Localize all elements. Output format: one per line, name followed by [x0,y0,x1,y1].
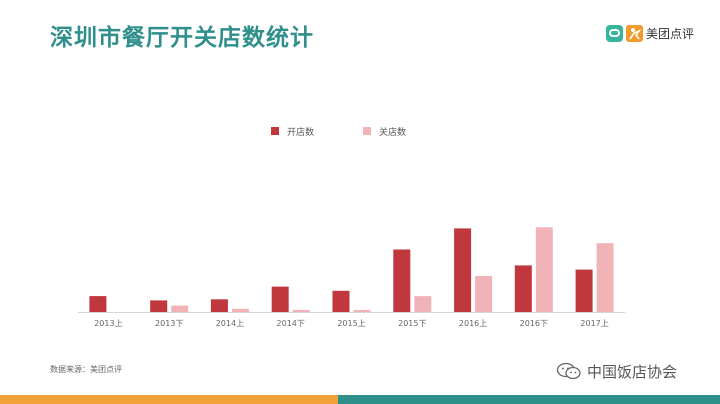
meituan-badge-icon [606,24,623,42]
bar-close-8 [596,243,614,312]
bar-close-2 [231,308,249,312]
x-tick-label: 2014下 [277,319,305,328]
wechat-icon [556,362,581,380]
x-tick-label: 2015上 [337,319,365,328]
footer-stripe-left [0,395,338,404]
x-tick-label: 2013上 [94,319,122,328]
x-tick-label: 2016上 [459,319,487,328]
footer-stripe-right [338,395,720,404]
bar-close-6 [475,276,493,312]
bar-open-0 [89,296,107,312]
bar-close-3 [292,309,310,312]
bar-open-2 [210,299,228,312]
bar-open-8 [575,269,593,312]
legend-label-close: 关店数 [379,127,407,138]
bar-open-4 [332,290,350,312]
watermark-text: 中国饭店协会 [587,362,678,381]
bar-close-1 [171,305,189,312]
x-tick-label: 2014上 [216,319,244,328]
x-tick-label: 2016下 [520,319,548,328]
bar-open-5 [393,249,411,312]
legend-swatch-open [271,127,279,135]
bar-open-7 [514,265,532,312]
x-tick-label: 2017上 [580,319,608,328]
legend-label-open: 开店数 [287,127,315,138]
bar-close-7 [535,227,553,312]
data-source-note: 数据来源：美团点评 [50,365,122,374]
bar-close-5 [414,296,432,312]
x-tick-label: 2015下 [398,319,426,328]
bar-close-4 [353,309,371,312]
brand-logo: 美团点评 [606,22,694,44]
x-tick-label: 2013下 [155,319,183,328]
bar-open-1 [150,300,168,312]
bar-open-3 [271,286,289,312]
dianping-mark-icon [626,24,643,42]
legend-item-close: 关店数 [363,124,406,138]
page-title: 深圳市餐厅开关店数统计 [50,25,314,51]
legend-item-open: 开店数 [271,124,314,138]
logo-text: 美团点评 [646,26,695,41]
legend-swatch-close [363,127,371,135]
wechat-watermark: 中国饭店协会 [556,361,677,381]
bar-open-6 [454,228,472,312]
